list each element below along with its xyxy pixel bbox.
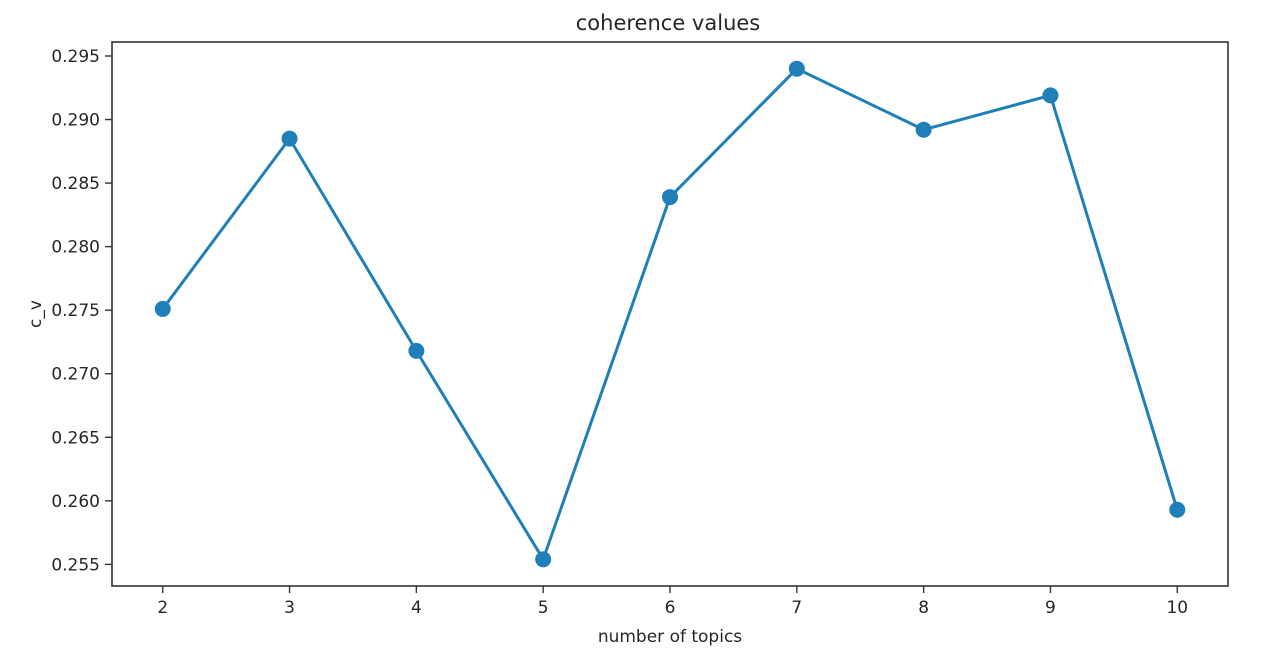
x-axis: 2 3 4 5 6 7 8 9 10 <box>157 586 1188 618</box>
data-point <box>408 342 425 359</box>
x-tick-label: 9 <box>1045 598 1056 618</box>
x-tick-label: 6 <box>665 598 676 618</box>
y-tick-label: 0.295 <box>51 47 100 67</box>
data-point <box>281 130 298 147</box>
y-tick-label: 0.260 <box>51 492 100 512</box>
x-tick-label: 5 <box>538 598 549 618</box>
x-tick-label: 3 <box>284 598 295 618</box>
y-tick-label: 0.290 <box>51 111 100 131</box>
data-point <box>1042 87 1059 104</box>
x-tick-label: 4 <box>411 598 422 618</box>
y-tick-label: 0.280 <box>51 238 100 258</box>
series-line <box>161 67 1179 561</box>
y-tick-label: 0.265 <box>51 428 100 448</box>
data-point <box>154 300 171 317</box>
y-tick-label: 0.255 <box>51 555 100 575</box>
x-tick-label: 10 <box>1166 598 1188 618</box>
data-point <box>535 551 552 568</box>
x-tick-label: 2 <box>157 598 168 618</box>
data-point <box>662 189 678 206</box>
series-layer <box>154 60 1186 568</box>
data-point <box>915 121 932 138</box>
x-tick-label: 7 <box>791 598 802 618</box>
x-axis-label: number of topics <box>598 627 742 647</box>
chart-title: coherence values <box>576 11 760 35</box>
y-tick-label: 0.275 <box>51 301 100 321</box>
y-axis-label: c_v <box>26 300 46 328</box>
y-tick-label: 0.270 <box>51 365 100 385</box>
data-point <box>788 60 805 77</box>
y-tick-label: 0.285 <box>51 174 100 194</box>
x-tick-label: 8 <box>918 598 929 618</box>
y-axis: 0.255 0.260 0.265 0.270 0.275 0.280 0.285 0.290… <box>51 47 112 575</box>
data-point <box>1169 501 1186 518</box>
